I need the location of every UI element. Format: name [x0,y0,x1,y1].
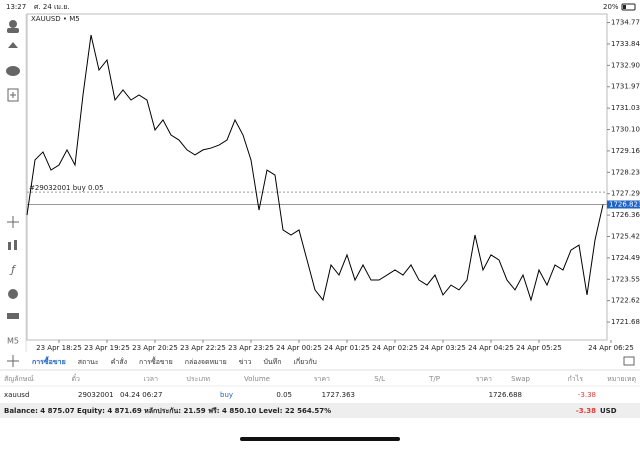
y-tick-label: 1725.425 [611,232,640,240]
table-header: เวลา [143,375,158,383]
current-price-box [607,200,640,209]
tab[interactable]: การซื้อขาย [139,355,173,366]
table-header: T/P [428,375,440,383]
table-header: ราคา [476,375,492,383]
chart-frame [26,13,608,341]
battery-level [623,5,626,9]
table-header: ราคา [314,375,330,383]
candle-icon-2 [14,240,17,250]
table-cell: buy [220,391,233,399]
table-header: Volume [244,375,270,383]
y-tick-label: 1734.775 [611,19,640,27]
x-tick-label: 23 Apr 23:25 [228,344,274,352]
x-tick-label: 23 Apr 19:25 [84,344,130,352]
y-tick-label: 1722.620 [611,297,640,305]
y-tick-label: 1721.685 [611,318,640,326]
tab[interactable]: คำสั่ง [111,357,127,366]
trade-table: สัญลักษณ์ ตั๋ว เวลา ประเภท Volume ราคา S/L T/P ร… [0,374,640,399]
account-icon[interactable] [9,20,17,28]
x-tick-label: 24 Apr 01:25 [324,344,370,352]
tab[interactable]: ข่าว [239,358,252,366]
summary-currency: USD [600,407,617,415]
y-tick-label: 1723.555 [611,275,640,283]
tab-bar: การซื้อขาย สถานะ คำสั่ง การซื้อขาย กล่องจดหม… [32,355,317,366]
status-time: 13:27 [6,3,26,11]
y-tick-label: 1726.360 [611,211,640,219]
y-tick-label: 1732.905 [611,61,640,69]
status-battery: 20% [603,3,619,11]
y-tick-label: 1733.840 [611,40,640,48]
y-tick-label: 1728.230 [611,168,640,176]
x-tick-label: 24 Apr 04:25 [468,344,514,352]
x-tick-label: 24 Apr 05:25 [516,344,562,352]
indicator-icon[interactable]: ƒ [9,263,17,276]
chat-icon[interactable] [6,66,20,76]
y-tick-label: 1730.100 [611,126,640,134]
y-tick-label: 1731.035 [611,104,640,112]
tab[interactable]: การซื้อขาย [32,355,66,366]
x-tick-label: 23 Apr 20:25 [132,344,178,352]
table-cell: xauusd [4,391,29,399]
timeframe-button[interactable]: M5 [7,337,19,346]
crosshair-icon[interactable] [7,216,19,228]
trade-icon[interactable] [8,42,18,48]
table-header: สัญลักษณ์ [4,375,34,383]
tab[interactable]: บันทึก [263,357,281,366]
add-icon[interactable] [7,88,19,102]
x-tick-label: 24 Apr 03:25 [420,344,466,352]
summary-text: Balance: 4 875.07 Equity: 4 871.69 หลักป… [4,407,331,415]
table-header: Swap [511,375,530,383]
table-cell: 1727.363 [322,391,355,399]
price-line [26,34,604,302]
status-date: ศ. 24 เม.ย. [34,3,70,11]
tab[interactable]: กล่องจดหมาย [185,358,227,366]
table-header: หมายเหตุ [607,375,636,383]
table-cell: 04.24 06:27 [120,391,162,399]
left-toolbar: ƒ M5 [6,20,20,367]
objects-icon[interactable] [8,289,18,299]
x-tick-label: 24 Apr 00:25 [276,344,322,352]
summary-total: -3.38 [576,407,596,415]
x-tick-label: 23 Apr 22:25 [180,344,226,352]
y-tick-label: 1731.970 [611,83,640,91]
table-cell: 1726.688 [489,391,522,399]
x-tick-label: 24 Apr 02:25 [372,344,418,352]
x-tick-label: 24 Apr 06:25 [588,344,634,352]
account-icon-body [7,28,19,33]
y-tick-label: 1729.165 [611,147,640,155]
candle-icon[interactable] [8,242,11,250]
table-cell: 0.05 [276,391,292,399]
summary-bar [0,403,640,418]
home-indicator [240,437,400,441]
table-cell: 29032001 [78,391,114,399]
table-header: ประเภท [186,375,210,383]
table-cell: -3.38 [578,391,596,399]
y-tick-label: 1724.490 [611,254,640,262]
table-header: ตั๋ว [72,374,81,383]
new-order-icon[interactable] [7,355,19,367]
layout-icon[interactable] [623,356,635,366]
battery-icon [621,3,636,11]
chart-title: XAUUSD • M5 [31,15,80,23]
x-tick-label: 23 Apr 18:25 [36,344,82,352]
current-price-label: 1726.823 [609,200,640,208]
add-icon-plus [10,92,16,98]
template-icon[interactable] [7,313,19,319]
table-header: S/L [374,375,385,383]
y-tick-label: 1727.295 [611,190,640,198]
tab[interactable]: เกี่ยวกับ [294,357,317,366]
order-label: #29032001 buy 0.05 [29,184,104,192]
tab[interactable]: สถานะ [78,358,99,366]
table-header: กำไร [568,374,584,383]
